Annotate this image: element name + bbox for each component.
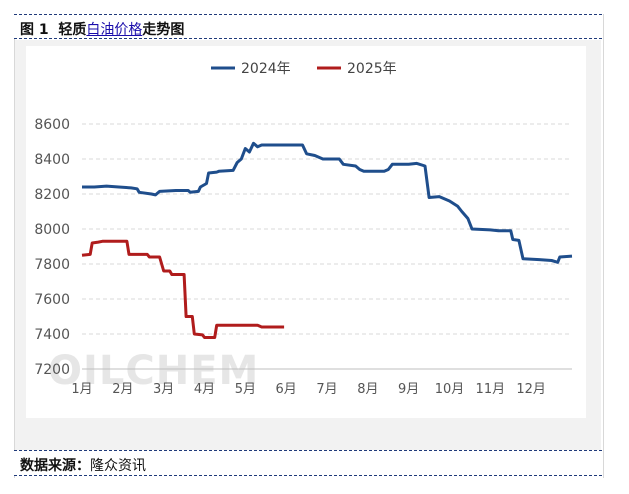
y-tick-label: 7200 [34, 362, 70, 378]
source-line: 数据来源：隆众资讯 [20, 455, 146, 475]
series-line-0 [82, 141, 573, 264]
title-suffix: 走势图 [142, 22, 185, 38]
x-tick-label: 6月 [276, 382, 297, 397]
y-tick-label: 8400 [34, 152, 70, 168]
y-tick-label: 8000 [34, 222, 70, 238]
y-tick-label: 7800 [34, 257, 70, 273]
x-tick-label: 11月 [476, 382, 506, 397]
x-tick-label: 3月 [153, 382, 174, 397]
x-tick-label: 7月 [316, 382, 337, 397]
x-tick-label: 2月 [112, 382, 133, 397]
x-tick-label: 12月 [516, 382, 546, 397]
source-label: 数据来源： [20, 458, 90, 474]
x-tick-label: 5月 [235, 382, 256, 397]
x-tick-label: 1月 [71, 382, 92, 397]
legend-label: 2025年 [347, 61, 397, 77]
figure-title-bar: 图 1 轻质白油价格走势图 [14, 14, 602, 39]
watermark-text: OILCHEM [48, 348, 259, 394]
title-link[interactable]: 白油价格 [86, 22, 143, 38]
x-tick-label: 8月 [357, 382, 378, 397]
y-tick-label: 7600 [34, 292, 70, 308]
source-bar: 数据来源：隆众资讯 [14, 450, 602, 476]
figure-frame [14, 14, 604, 478]
title-prefix: 轻质 [58, 22, 87, 38]
y-tick-label: 8200 [34, 187, 70, 203]
source-value: 隆众资讯 [90, 458, 146, 474]
figure-title: 图 1 轻质白油价格走势图 [20, 19, 184, 39]
series-line-1 [81, 239, 285, 339]
chart-area: OILCHEM 7200 7400 7600 7800 8000 8200 8400 8600 1… [26, 46, 586, 418]
y-tick-label: 7400 [34, 327, 70, 343]
x-tick-label: 4月 [194, 382, 215, 397]
x-tick-label: 9月 [398, 382, 419, 397]
y-tick-label: 8600 [34, 117, 70, 133]
figure-number: 图 1 [20, 22, 49, 38]
x-tick-label: 10月 [435, 382, 465, 397]
legend-label: 2024年 [241, 61, 291, 77]
